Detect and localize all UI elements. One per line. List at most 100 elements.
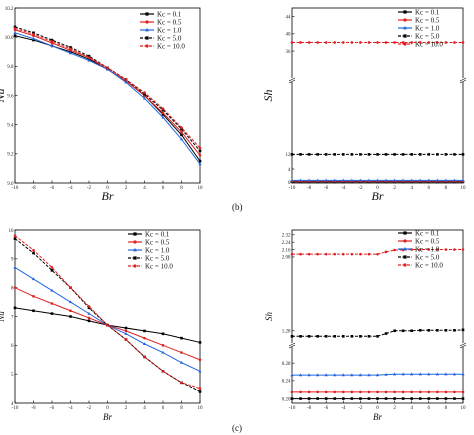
data-point: [198, 162, 202, 166]
data-point: [324, 335, 328, 338]
data-point: [50, 44, 54, 48]
data-point: [452, 372, 457, 376]
data-point: [50, 312, 54, 315]
data-point: [69, 47, 72, 51]
data-point: [69, 315, 72, 318]
legend-marker: [403, 18, 407, 22]
data-point: [384, 153, 388, 156]
data-point: [384, 372, 388, 376]
x-tick-label: 8: [180, 406, 183, 411]
data-point: [290, 397, 294, 400]
y-tick-label: 2.32: [282, 234, 291, 239]
data-point: [299, 252, 302, 256]
data-point: [324, 153, 328, 156]
data-point: [124, 80, 128, 84]
data-point: [453, 153, 456, 156]
x-tick-label: 2: [125, 406, 128, 411]
data-point: [324, 41, 328, 44]
data-point: [124, 329, 128, 333]
x-axis-label: Br: [102, 189, 114, 203]
data-point: [410, 153, 413, 156]
data-point: [410, 372, 414, 376]
legend-label: Kc = 10.0: [415, 40, 443, 48]
data-point: [87, 56, 91, 59]
data-point: [367, 373, 371, 377]
y-tick-label: 8: [11, 286, 14, 291]
data-point: [367, 390, 371, 394]
x-tick-label: -2: [358, 186, 363, 191]
data-point: [316, 41, 319, 44]
data-point: [324, 397, 328, 400]
data-point: [307, 41, 311, 44]
data-point: [299, 153, 302, 156]
data-point: [410, 41, 414, 44]
data-point: [367, 153, 371, 156]
data-point: [198, 387, 202, 390]
data-point: [418, 390, 422, 394]
data-point: [444, 153, 448, 156]
y-tick-label: 6: [11, 344, 14, 349]
data-point: [350, 41, 354, 44]
data-point: [143, 336, 146, 340]
data-point: [180, 127, 183, 131]
data-point: [324, 178, 328, 182]
data-point: [453, 397, 456, 400]
axis-break-mark: [288, 344, 296, 349]
data-point: [161, 115, 165, 119]
legend-label: Kc = 1.0: [415, 245, 440, 253]
data-point: [435, 178, 439, 182]
legend-label: Kc = 10.0: [415, 261, 443, 269]
data-point: [324, 390, 328, 394]
legend-marker: [403, 239, 407, 243]
y-tick-label: 5: [11, 373, 14, 378]
data-point: [435, 372, 439, 376]
data-point: [350, 373, 354, 377]
data-point: [359, 41, 362, 44]
data-point: [307, 373, 311, 377]
y-tick-label: 9.4: [7, 123, 14, 128]
data-point: [307, 335, 311, 338]
data-point: [161, 350, 165, 354]
axis-break-mark: [288, 79, 296, 84]
y-tick-label: 2.08: [282, 256, 291, 261]
data-point: [333, 178, 337, 182]
series-line-3: [14, 32, 201, 165]
data-point: [359, 153, 362, 156]
data-point: [418, 153, 422, 156]
legend-marker: [133, 264, 137, 268]
data-point: [69, 46, 72, 49]
data-point: [299, 335, 302, 338]
data-point: [142, 96, 147, 100]
data-point: [393, 397, 396, 400]
data-point: [342, 335, 345, 338]
data-point: [307, 397, 311, 400]
data-point: [13, 286, 17, 289]
x-tick-label: 8: [445, 186, 448, 191]
x-tick-label: -10: [12, 406, 19, 411]
x-tick-label: 0: [106, 186, 109, 191]
data-point: [436, 329, 439, 332]
y-tick-label: 10.0: [5, 36, 14, 41]
y-tick-label: 0.28: [282, 362, 291, 367]
y-tick-label: 10: [9, 229, 15, 234]
data-point: [316, 373, 320, 377]
data-point: [444, 41, 448, 44]
y-tick-label: 9.6: [7, 94, 14, 99]
data-point: [161, 113, 165, 116]
data-point: [384, 41, 388, 44]
data-point: [333, 153, 337, 156]
data-point: [69, 309, 72, 313]
legend-label: Kc = 5.0: [157, 34, 182, 42]
x-tick-label: 6: [428, 406, 431, 411]
data-point: [384, 332, 388, 335]
data-point: [50, 302, 54, 305]
data-point: [180, 351, 183, 354]
data-point: [179, 360, 184, 364]
data-point: [461, 178, 465, 182]
data-point: [13, 34, 17, 38]
data-point: [179, 137, 184, 141]
data-point: [350, 390, 354, 394]
legend-marker: [145, 36, 149, 40]
data-point: [68, 51, 73, 55]
data-point: [410, 390, 414, 394]
